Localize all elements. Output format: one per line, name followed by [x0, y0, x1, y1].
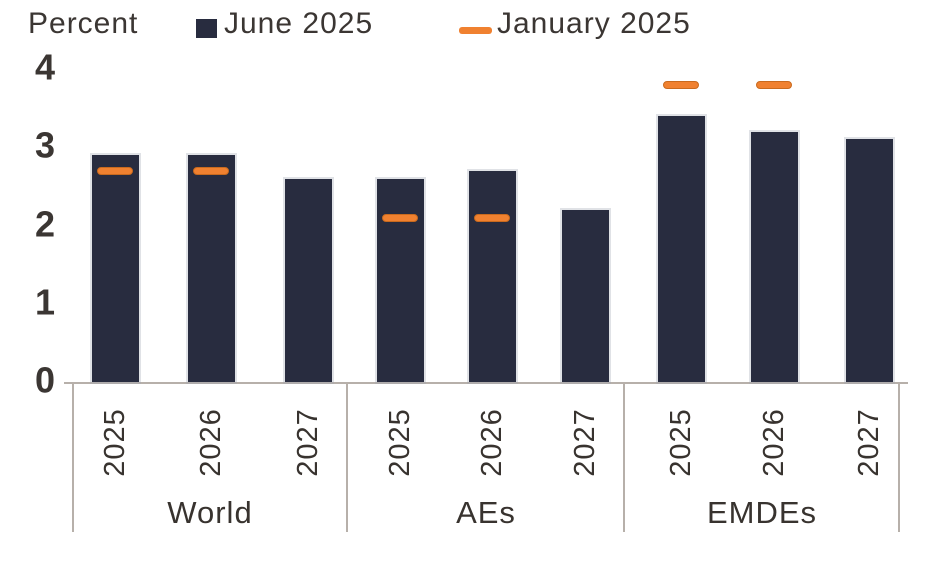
x-tick-year-text: 2027 [852, 407, 885, 477]
x-tick-year-label: 2026 [734, 402, 814, 482]
group-label-aes: AEs [456, 495, 516, 530]
x-tick-year-label: 2025 [75, 402, 155, 482]
category-separator-line [623, 384, 625, 532]
y-axis-tick-label: 1 [34, 281, 56, 323]
group-label-emdes: EMDEs [706, 495, 818, 530]
x-tick-year-text: 2026 [194, 407, 227, 477]
x-tick-year-text: 2025 [98, 407, 131, 477]
bar-june-emdes-2025 [657, 115, 705, 382]
y-axis-tick-label: 3 [34, 124, 56, 166]
bar-june-emdes-2027 [845, 139, 893, 382]
x-tick-year-text: 2026 [475, 407, 508, 477]
marker-january-aes-2025 [382, 213, 418, 222]
x-tick-year-label: 2025 [360, 402, 440, 482]
bar-june-aes-2026 [468, 170, 516, 382]
marker-january-emdes-2025 [663, 80, 699, 89]
bar-june-world-2026 [187, 155, 235, 382]
marker-january-world-2026 [193, 166, 229, 175]
x-tick-year-label: 2027 [545, 402, 625, 482]
x-tick-year-text: 2025 [383, 407, 416, 477]
y-axis-tick-label: 2 [34, 202, 56, 244]
x-tick-year-label: 2025 [641, 402, 721, 482]
marker-january-world-2025 [97, 166, 133, 175]
category-separator-line [346, 384, 348, 532]
x-tick-year-label: 2026 [171, 402, 251, 482]
y-axis-tick-label: 0 [34, 359, 56, 401]
x-tick-year-text: 2025 [664, 407, 697, 477]
y-axis-unit-label: Percent [28, 7, 139, 40]
legend-january-label: January 2025 [497, 7, 691, 40]
y-axis-tick-label: 4 [34, 46, 56, 88]
category-separator-line [898, 384, 900, 532]
x-tick-year-text: 2026 [757, 407, 790, 477]
x-tick-year-label: 2027 [829, 402, 909, 482]
legend-june-label: June 2025 [224, 7, 374, 40]
x-tick-year-text: 2027 [568, 407, 601, 477]
marker-january-emdes-2026 [756, 80, 792, 89]
bar-june-world-2027 [284, 178, 332, 382]
x-axis-line [64, 382, 908, 384]
x-tick-year-text: 2027 [291, 407, 324, 477]
legend-january-dash-icon [459, 27, 492, 34]
bar-june-aes-2027 [561, 209, 609, 382]
bar-june-world-2025 [91, 155, 139, 382]
marker-january-aes-2026 [474, 213, 510, 222]
group-label-world: World [167, 495, 253, 530]
category-separator-line [72, 384, 74, 532]
x-tick-year-label: 2027 [268, 402, 348, 482]
bar-june-aes-2025 [376, 178, 424, 382]
legend-june-square-icon [196, 19, 217, 38]
x-tick-year-label: 2026 [452, 402, 532, 482]
bar-june-emdes-2026 [750, 131, 798, 382]
